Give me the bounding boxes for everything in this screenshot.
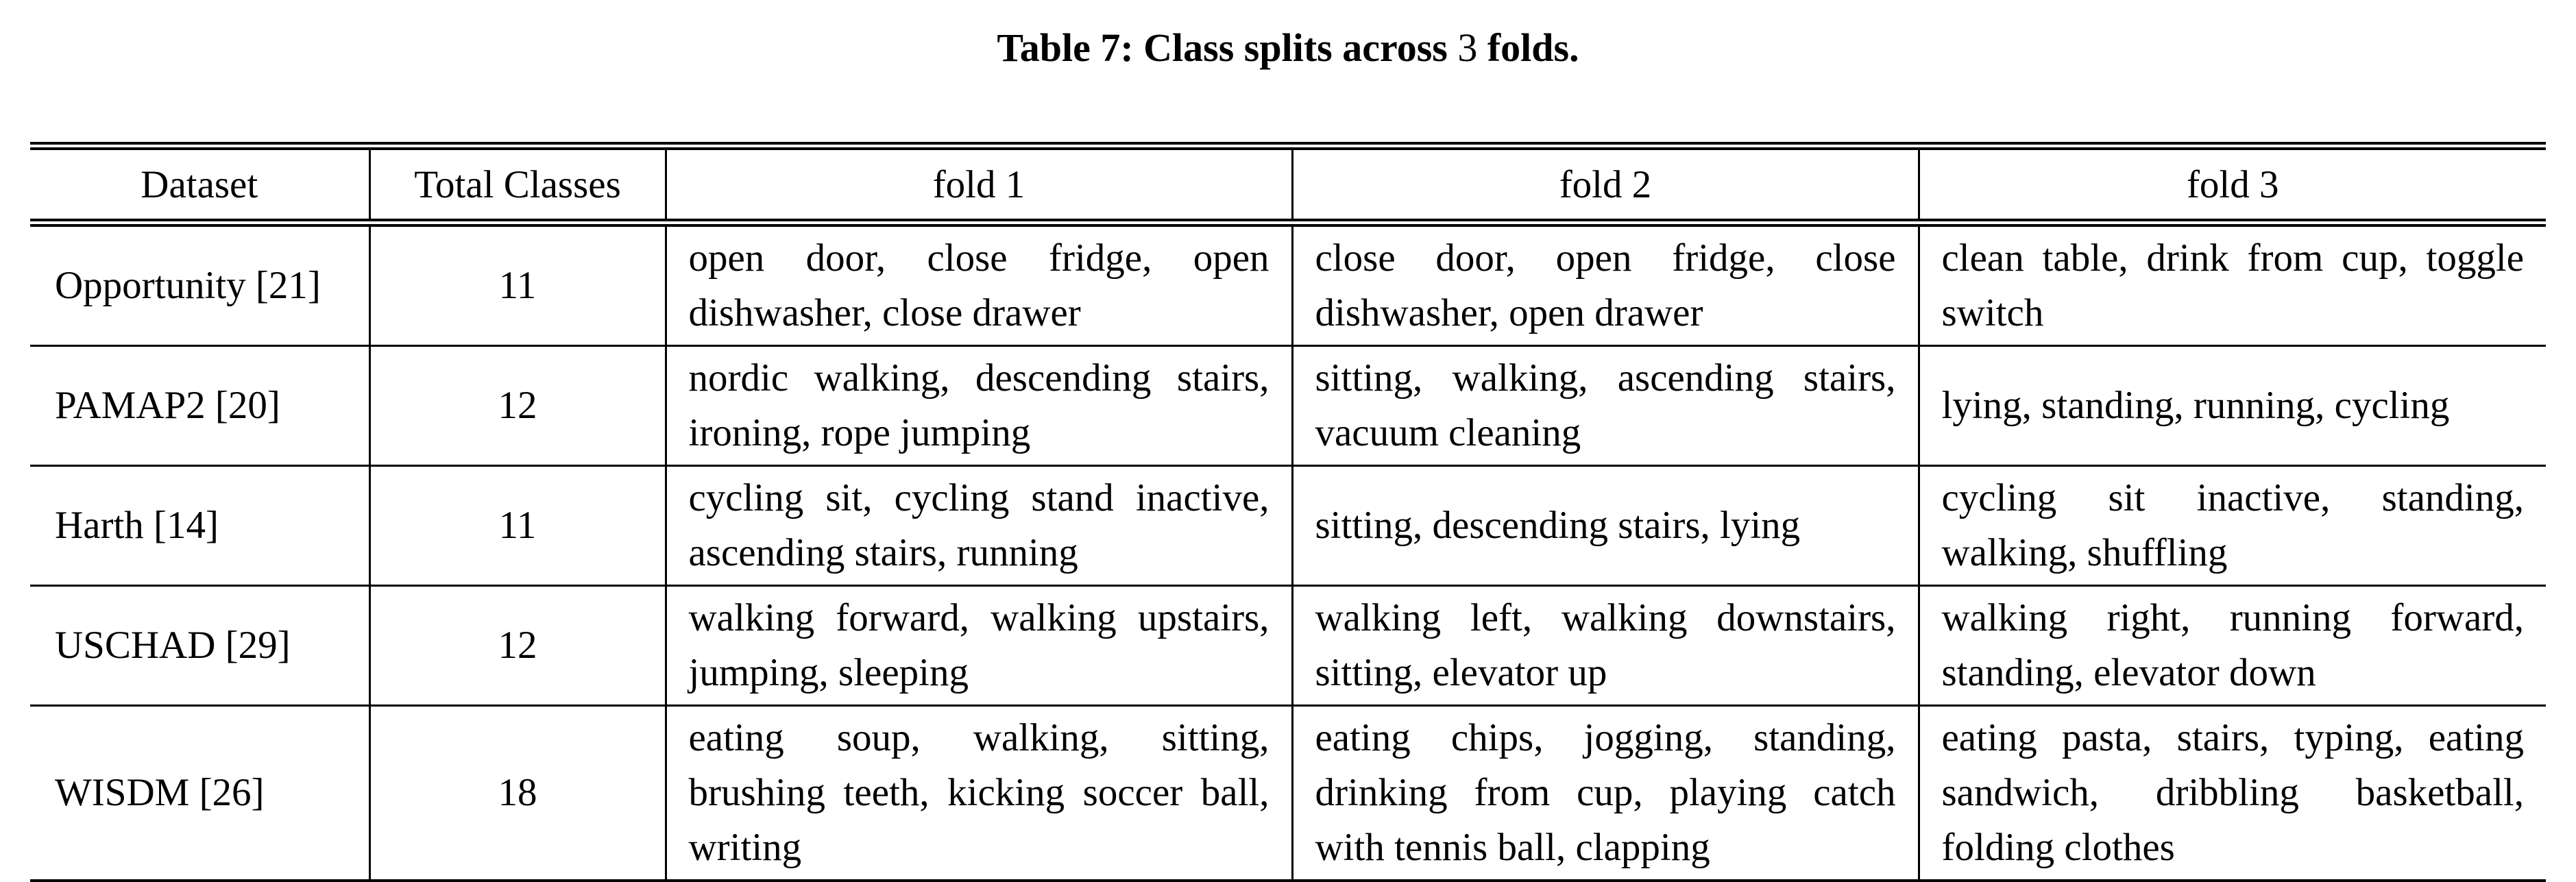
fold-3-cell: lying, standing, running, cycling [1917,345,2546,467]
dataset-cell: USCHAD [29] [30,585,369,707]
table-body: Opportunity [21] 11 open door, close fri… [30,223,2546,882]
header-row: Dataset Total Classes fold 1 fold 2 fold… [30,142,2546,227]
header-fold-2: fold 2 [1291,142,1919,227]
fold-1-cell: walking forward, walking upstairs, jumpi… [664,585,1292,707]
dataset-cell: Harth [14] [30,465,369,587]
fold-1-cell: open door, close fridge, open dishwasher… [664,223,1292,347]
dataset-cell: PAMAP2 [20] [30,345,369,467]
class-splits-table-container: Dataset Total Classes fold 1 fold 2 fold… [30,142,2546,882]
caption-prefix: Table 7: Class splits across [997,25,1448,70]
fold-3-cell: walking right, running forward, standing… [1917,585,2546,707]
class-splits-table: Dataset Total Classes fold 1 fold 2 fold… [30,142,2546,882]
table-row: Opportunity [21] 11 open door, close fri… [30,223,2546,347]
total-classes-cell: 12 [368,345,666,467]
dataset-cell: Opportunity [21] [30,223,369,347]
fold-3-cell: cycling sit inactive, standing, walking,… [1917,465,2546,587]
table-row: WISDM [26] 18 eating soup, walking, sitt… [30,705,2546,882]
dataset-cell: WISDM [26] [30,705,369,882]
fold-1-cell: nordic walking, descending stairs, ironi… [664,345,1292,467]
table-caption: Table 7: Class splits across 3 folds. [0,21,2576,75]
table-row: Harth [14] 11 cycling sit, cycling stand… [30,465,2546,587]
total-classes-cell: 18 [368,705,666,882]
total-classes-cell: 12 [368,585,666,707]
fold-2-cell: eating chips, jogging, standing, drinkin… [1291,705,1919,882]
fold-3-cell: clean table, drink from cup, toggle swit… [1917,223,2546,347]
fold-3-cell: eating pasta, stairs, typing, eating san… [1917,705,2546,882]
caption-suffix: folds. [1487,25,1579,70]
total-classes-cell: 11 [368,223,666,347]
fold-2-cell: sitting, descending stairs, lying [1291,465,1919,587]
header-total-classes: Total Classes [368,142,666,227]
fold-1-cell: eating soup, walking, sitting, brushing … [664,705,1292,882]
header-dataset: Dataset [30,142,369,227]
table-row: USCHAD [29] 12 walking forward, walking … [30,585,2546,707]
fold-2-cell: walking left, walking downstairs, sittin… [1291,585,1919,707]
fold-2-cell: close door, open fridge, close dishwashe… [1291,223,1919,347]
header-fold-1: fold 1 [664,142,1292,227]
fold-2-cell: sitting, walking, ascending stairs, vacu… [1291,345,1919,467]
total-classes-cell: 11 [368,465,666,587]
table-header: Dataset Total Classes fold 1 fold 2 fold… [30,142,2546,227]
header-fold-3: fold 3 [1917,142,2546,227]
table-row: PAMAP2 [20] 12 nordic walking, descendin… [30,345,2546,467]
fold-1-cell: cycling sit, cycling stand inactive, asc… [664,465,1292,587]
caption-number: 3 [1457,25,1478,70]
